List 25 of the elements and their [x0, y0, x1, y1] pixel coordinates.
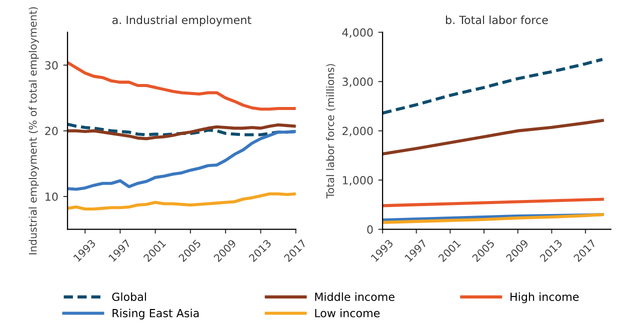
line-series	[68, 192, 296, 210]
chart-title: b. Total labor force	[446, 16, 548, 24]
line-series	[382, 58, 604, 115]
line-series	[68, 60, 296, 111]
y-tick-label: 0	[367, 225, 373, 234]
y-axis-title: Total labor force (millions)	[326, 64, 336, 198]
legend-label: Low income	[315, 308, 380, 318]
legend-label: Global	[112, 292, 146, 301]
line-series	[382, 198, 604, 208]
chart-title: a. Industrial employment	[112, 16, 252, 26]
y-axis-title: Industrial employment (% of total employment)	[28, 7, 39, 254]
y-tick-label: 20	[45, 126, 58, 136]
y-tick-label: 2,000	[342, 126, 373, 136]
legend-label: High income	[510, 292, 579, 304]
y-tick-label: 1,000	[342, 176, 373, 186]
line-series	[68, 123, 296, 140]
legend-label: Rising East Asia	[112, 308, 199, 320]
line-series	[382, 118, 604, 156]
line-series	[382, 213, 604, 224]
y-tick-label: 10	[46, 192, 58, 201]
line-series	[68, 130, 296, 191]
y-tick-label: 30	[45, 61, 58, 70]
legend-label: Middle income	[315, 292, 394, 301]
y-tick-label: 3,000	[342, 78, 373, 88]
y-tick-label: 4,000	[342, 28, 373, 38]
